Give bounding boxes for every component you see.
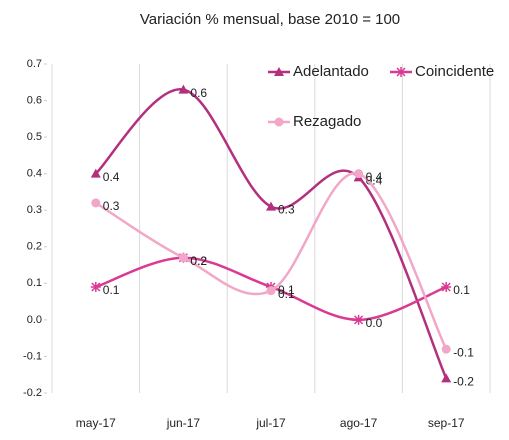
data-label: 0.6	[190, 86, 207, 100]
series-line	[95, 172, 448, 350]
data-label: -0.1	[453, 345, 474, 359]
marker	[90, 168, 101, 178]
y-tick-label: -0.2	[23, 387, 42, 399]
y-tick-label: 0.0	[27, 314, 42, 326]
data-label: 0.4	[103, 170, 120, 184]
x-tick-label: may-17	[76, 416, 116, 430]
y-tick-label: 0.6	[27, 94, 42, 106]
y-tick-label: 0.3	[27, 204, 42, 216]
marker	[266, 201, 276, 211]
marker	[441, 281, 452, 292]
x-tick-label: jul-17	[255, 416, 286, 430]
data-label: -0.2	[453, 375, 474, 389]
chart-title: Variación % mensual, base 2010 = 100	[140, 11, 400, 28]
marker	[266, 286, 276, 296]
marker	[396, 67, 406, 77]
marker	[353, 314, 364, 325]
data-label: 0.0	[366, 316, 383, 330]
y-tick-label: 0.5	[27, 131, 42, 143]
data-label: 0.1	[278, 283, 295, 297]
marker	[354, 169, 364, 179]
marker	[274, 67, 284, 76]
y-tick-label: -0.1	[23, 350, 42, 362]
x-tick-label: jun-17	[166, 416, 201, 430]
y-tick-label: 0.7	[27, 58, 42, 70]
marker	[91, 198, 101, 208]
y-tick-label: 0.1	[27, 277, 42, 289]
data-label: 0.1	[103, 283, 120, 297]
data-label: 0.1	[453, 283, 470, 297]
x-tick-label: ago-17	[340, 416, 378, 430]
marker	[441, 344, 451, 354]
data-label: 0.2	[190, 254, 207, 268]
series-line	[94, 88, 448, 379]
marker	[178, 253, 188, 263]
marker	[274, 117, 284, 127]
marker	[90, 281, 101, 292]
data-label: 0.4	[366, 170, 383, 184]
legend-label: Rezagado	[293, 113, 361, 130]
legend-label: Adelantado	[293, 63, 369, 80]
data-label: 0.3	[103, 199, 120, 213]
legend-label: Coincidente	[415, 63, 494, 80]
data-label: 0.1	[278, 287, 295, 301]
x-tick-label: sep-17	[428, 416, 465, 430]
y-tick-label: 0.4	[27, 168, 42, 180]
marker	[441, 373, 452, 383]
data-label: 0.3	[278, 203, 295, 217]
marker	[178, 84, 189, 94]
y-tick-label: 0.2	[27, 241, 42, 253]
